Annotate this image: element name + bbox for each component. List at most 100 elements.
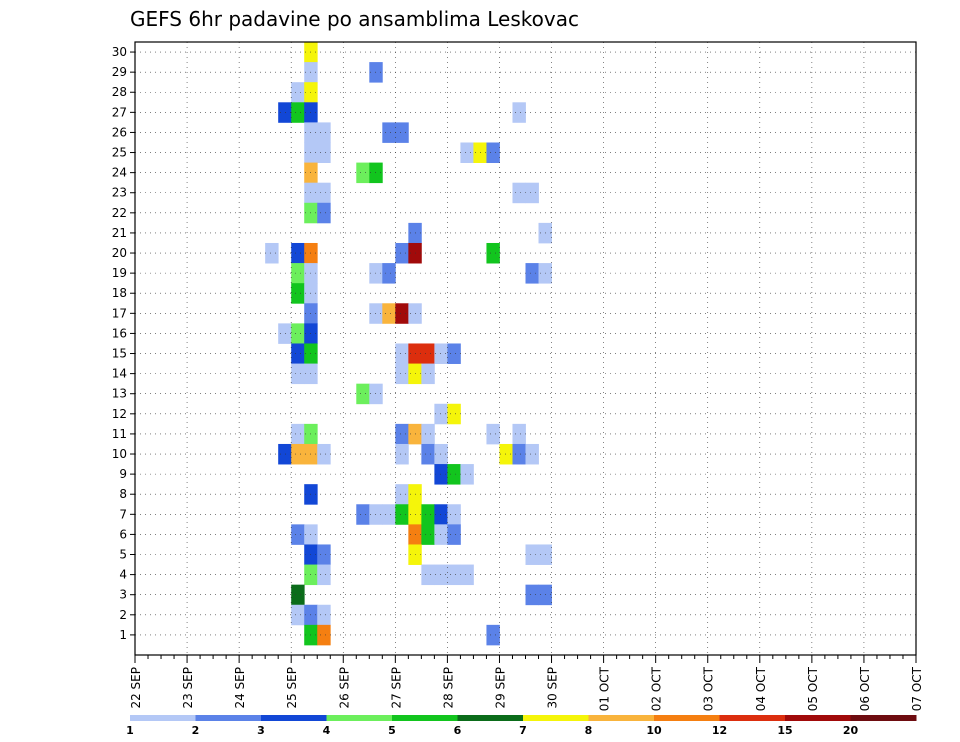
y-tick-label: 30 xyxy=(112,45,127,59)
heatmap-cell xyxy=(434,504,448,525)
heatmap-cell xyxy=(421,363,435,385)
x-tick-label: 28 SEP xyxy=(441,667,455,709)
heatmap-cell xyxy=(369,504,383,525)
heatmap-cell xyxy=(486,423,500,445)
y-tick-label: 23 xyxy=(112,186,127,200)
y-tick-label: 25 xyxy=(112,146,127,160)
y-tick-label: 19 xyxy=(112,266,127,280)
colorbar-label: 20 xyxy=(843,724,859,737)
heatmap-cell xyxy=(421,564,435,586)
colorbar-label: 4 xyxy=(323,724,331,737)
y-tick-label: 28 xyxy=(112,85,127,99)
heatmap-cell xyxy=(434,343,448,364)
y-tick-label: 2 xyxy=(119,608,127,622)
heatmap-cell xyxy=(291,584,305,606)
colorbar-swatch xyxy=(195,715,262,721)
heatmap-cell xyxy=(395,443,409,465)
heatmap-cell xyxy=(395,303,409,324)
heatmap-cell xyxy=(291,283,305,304)
x-tick-label: 27 SEP xyxy=(389,667,403,709)
colorbar-swatch xyxy=(654,715,720,721)
heatmap-cell xyxy=(447,464,461,485)
heatmap-cell xyxy=(291,524,305,545)
heatmap-cell xyxy=(486,624,500,646)
y-tick-label: 6 xyxy=(119,527,127,541)
colorbar-label: 3 xyxy=(257,724,265,737)
x-tick-label: 01 OCT xyxy=(598,666,612,711)
y-tick-label: 10 xyxy=(112,447,127,461)
x-tick-label: 26 SEP xyxy=(337,667,351,709)
heatmap-cell xyxy=(382,303,396,324)
colorbar-swatch xyxy=(588,715,655,721)
x-tick-label: 29 SEP xyxy=(493,667,507,709)
colorbar-swatch xyxy=(785,715,851,721)
chart-title: GEFS 6hr padavine po ansamblima Leskovac xyxy=(130,7,579,31)
colorbar-label: 2 xyxy=(192,724,200,737)
heatmap-cell xyxy=(395,504,409,525)
heatmap-cell xyxy=(525,263,539,284)
heatmap-cell xyxy=(382,504,396,525)
y-tick-label: 26 xyxy=(112,125,127,139)
colorbar-label: 10 xyxy=(646,724,662,737)
y-tick-label: 14 xyxy=(112,367,127,381)
heatmap-cell xyxy=(460,564,474,586)
colorbar-swatch xyxy=(719,715,786,721)
colorbar-label: 7 xyxy=(519,724,527,737)
heatmap-cell xyxy=(447,343,461,364)
heatmap-cell xyxy=(395,122,409,143)
heatmap-cell xyxy=(447,564,461,586)
heatmap-cell xyxy=(434,443,448,465)
heatmap-cell xyxy=(291,242,305,264)
colorbar-label: 5 xyxy=(388,724,396,737)
y-tick-label: 21 xyxy=(112,226,127,240)
heatmap-cell xyxy=(421,504,435,525)
heatmap-cell xyxy=(395,363,409,385)
heatmap-cell xyxy=(317,564,331,586)
x-tick-label: 05 OCT xyxy=(806,666,820,711)
y-tick-label: 29 xyxy=(112,65,127,79)
colorbar-label: 1 xyxy=(126,724,134,737)
y-tick-label: 24 xyxy=(112,166,127,180)
colorbar-swatch xyxy=(523,715,589,721)
heatmap-cell xyxy=(525,182,539,204)
heatmap-cell xyxy=(369,303,383,324)
y-tick-label: 11 xyxy=(112,427,127,441)
heatmap-cell xyxy=(369,162,383,184)
x-tick-label: 30 SEP xyxy=(546,667,560,709)
x-tick-label: 02 OCT xyxy=(650,666,664,711)
colorbar-swatch xyxy=(261,715,327,721)
heatmap-cell xyxy=(421,443,435,465)
colorbar-swatch xyxy=(850,715,917,721)
heatmap-cell xyxy=(291,343,305,364)
heatmap-cell xyxy=(291,82,305,103)
x-tick-label: 04 OCT xyxy=(754,666,768,711)
heatmap-cells xyxy=(265,42,552,646)
heatmap-cell xyxy=(317,142,331,163)
heatmap-cell xyxy=(369,263,383,284)
heatmap-cell xyxy=(291,102,305,123)
heatmap-cell xyxy=(395,484,409,505)
colorbar-label: 12 xyxy=(712,724,727,737)
colorbar-label: 15 xyxy=(777,724,792,737)
heatmap-cell xyxy=(434,464,448,485)
y-tick-label: 3 xyxy=(119,588,127,602)
heatmap-cell xyxy=(395,242,409,264)
y-tick-label: 16 xyxy=(112,326,127,340)
heatmap-cell xyxy=(356,504,370,525)
heatmap-cell xyxy=(317,443,331,465)
colorbar-label: 6 xyxy=(454,724,462,737)
y-tick-label: 12 xyxy=(112,407,127,421)
heatmap-cell xyxy=(486,242,500,264)
heatmap-cell xyxy=(421,423,435,445)
x-tick-label: 23 SEP xyxy=(181,667,195,709)
heatmap-cell xyxy=(382,122,396,143)
heatmap-cell xyxy=(278,443,292,465)
heatmap-cell xyxy=(317,122,331,143)
heatmap-cell xyxy=(369,62,383,83)
heatmap-cell xyxy=(278,102,292,123)
heatmap-cell xyxy=(356,383,370,405)
heatmap-cell xyxy=(356,162,370,184)
y-tick-label: 22 xyxy=(112,206,127,220)
heatmap-cell xyxy=(291,423,305,445)
